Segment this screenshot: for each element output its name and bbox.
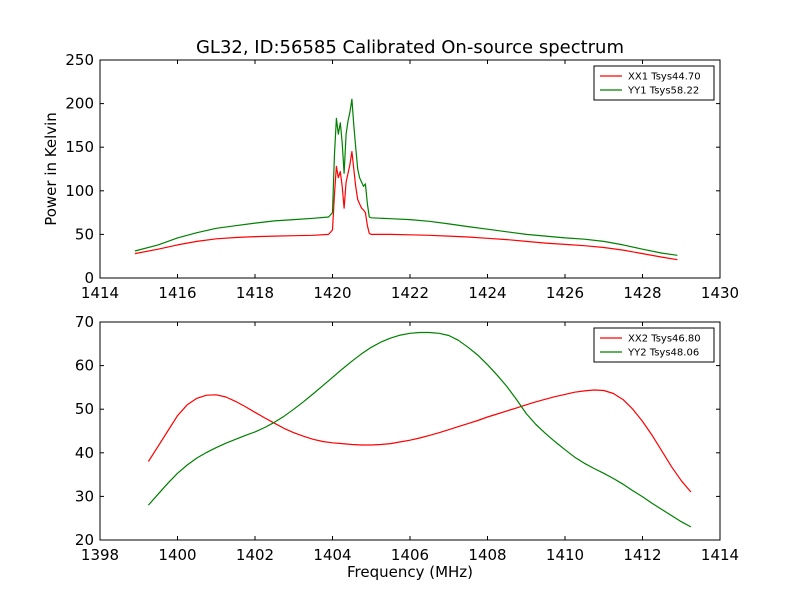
bottom-legend-label-2: YY2 Tsys48.06 — [627, 348, 699, 359]
top-x-tick-label: 1418 — [236, 284, 274, 302]
bottom-y-tick-label: 30 — [75, 487, 94, 505]
bottom-y-tick-label: 50 — [75, 400, 94, 418]
bottom-legend-box — [593, 327, 715, 363]
bottom-legend: XX2 Tsys46.80 YY2 Tsys48.06 — [593, 327, 715, 363]
top-x-tick-label: 1424 — [468, 284, 506, 302]
top-legend-label-2: YY1 Tsys58.22 — [627, 86, 699, 97]
top-series-line-2 — [134, 98, 678, 256]
top-x-tick-label: 1426 — [546, 284, 584, 302]
bottom-spectrum-chart: 1398 1400 1402 1404 1406 1408 1410 1412 1414 20 30… — [75, 313, 739, 581]
bottom-legend-label-1: XX2 Tsys46.80 — [628, 334, 701, 345]
bottom-y-tick-label: 60 — [75, 357, 94, 375]
top-y-tick-label: 50 — [75, 225, 94, 243]
bottom-x-tick-label: 1400 — [158, 546, 196, 564]
bottom-x-tick-label: 1408 — [468, 546, 506, 564]
bottom-x-axis-label: Frequency (MHz) — [347, 563, 473, 581]
top-x-tick-label: 1422 — [391, 284, 429, 302]
bottom-x-tick-label: 1402 — [236, 546, 274, 564]
bottom-x-tick-label: 1412 — [623, 546, 661, 564]
top-legend-label-1: XX1 Tsys44.70 — [628, 72, 701, 83]
top-spectrum-chart: 1414 1416 1418 1420 1422 1424 1426 1428 1430 0 50 1… — [42, 51, 739, 302]
top-y-tick-label: 250 — [65, 51, 94, 69]
top-y-tick-label: 200 — [65, 95, 94, 113]
top-x-tick-label: 1430 — [701, 284, 739, 302]
top-x-tick-label: 1420 — [313, 284, 351, 302]
top-y-axis-label: Power in Kelvin — [42, 112, 60, 226]
bottom-x-tick-label: 1406 — [391, 546, 429, 564]
bottom-series-line-2 — [147, 331, 692, 528]
top-x-tick-label: 1416 — [158, 284, 196, 302]
top-y-tick-label: 0 — [84, 269, 94, 287]
bottom-x-tick-label: 1414 — [701, 546, 739, 564]
top-legend-box — [593, 65, 715, 101]
top-x-tick-label: 1428 — [623, 284, 661, 302]
bottom-y-tick-label: 40 — [75, 444, 94, 462]
bottom-y-tick-label: 70 — [75, 313, 94, 331]
bottom-x-tick-label: 1398 — [81, 546, 119, 564]
top-legend: XX1 Tsys44.70 YY1 Tsys58.22 — [593, 65, 715, 101]
bottom-x-tick-label: 1410 — [546, 546, 584, 564]
bottom-series-line-1 — [147, 389, 692, 493]
top-y-tick-label: 150 — [65, 138, 94, 156]
bottom-x-tick-label: 1404 — [313, 546, 351, 564]
chart-title: GL32, ID:56585 Calibrated On-source spec… — [196, 37, 624, 58]
bottom-y-tick-label: 20 — [75, 531, 94, 549]
top-x-tick-label: 1414 — [81, 284, 119, 302]
top-series-line-1 — [134, 151, 678, 261]
top-y-tick-label: 100 — [65, 182, 94, 200]
